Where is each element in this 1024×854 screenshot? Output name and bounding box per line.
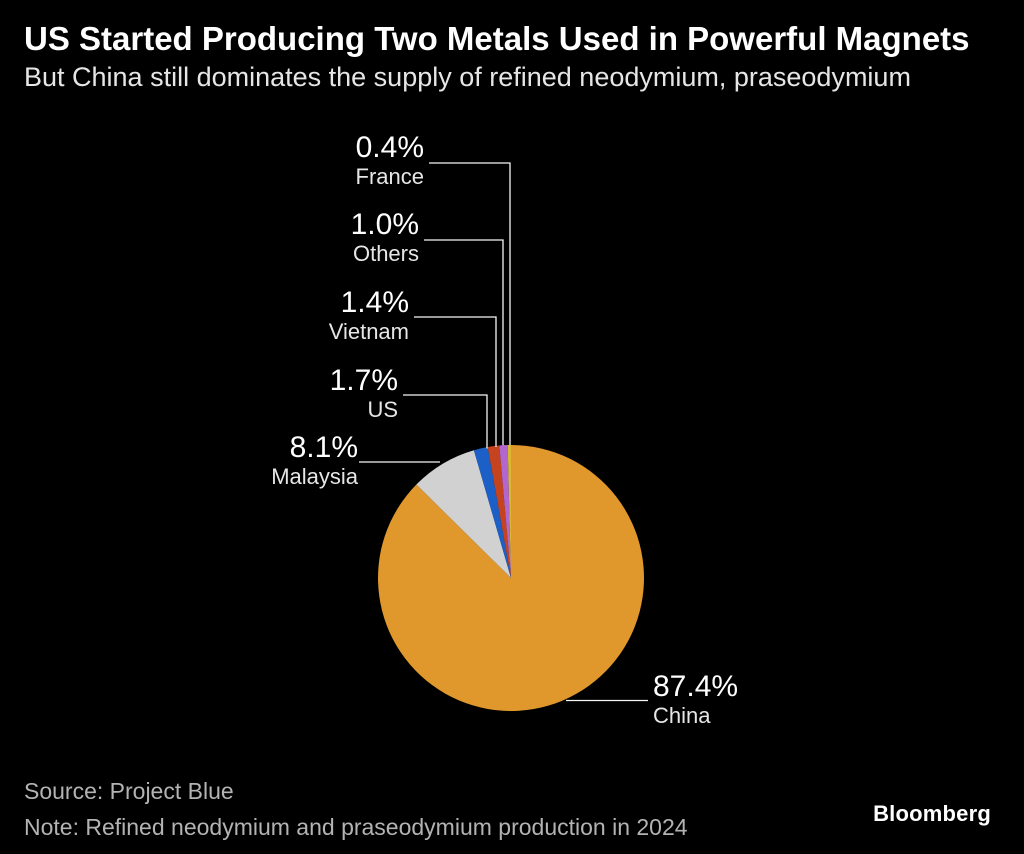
svg-text:Malaysia: Malaysia bbox=[271, 464, 359, 489]
svg-text:0.4%: 0.4% bbox=[356, 131, 424, 164]
svg-text:Vietnam: Vietnam bbox=[329, 319, 409, 344]
svg-text:1.7%: 1.7% bbox=[330, 364, 398, 397]
svg-text:8.1%: 8.1% bbox=[290, 431, 358, 464]
svg-text:China: China bbox=[653, 703, 711, 728]
svg-text:Others: Others bbox=[353, 241, 419, 266]
svg-text:87.4%: 87.4% bbox=[653, 670, 738, 703]
svg-text:1.0%: 1.0% bbox=[351, 208, 419, 241]
svg-text:US: US bbox=[367, 397, 398, 422]
svg-text:1.4%: 1.4% bbox=[341, 286, 409, 319]
svg-text:France: France bbox=[356, 164, 424, 189]
